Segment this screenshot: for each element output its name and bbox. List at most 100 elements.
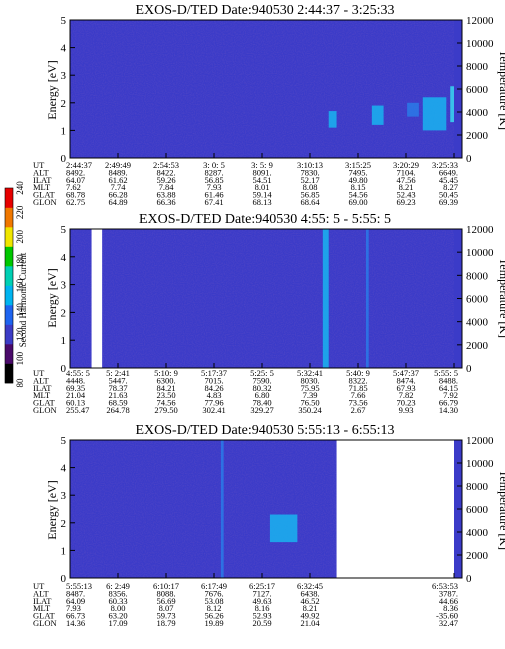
table-cell: 2:49:49 [105,160,131,170]
table-cell: 4.83 [207,390,222,400]
table-cell: 6:17:49 [201,581,227,591]
table-cell: 60.33 [108,596,127,606]
table-cell: 264.78 [106,405,129,415]
table-cell: 46.52 [300,596,319,606]
table-row-label: ALT [33,588,50,598]
panel-1-ylabel: Energy [eV] [45,60,59,119]
panel-1-yticks: 0 1 2 3 4 5 [61,15,75,165]
table-cell: 8.15 [351,182,366,192]
y2-tick-label: 10000 [466,38,494,50]
y2-tick-label: 0 [466,153,472,165]
table-cell: 8.21 [303,603,318,613]
table-row-label: UT [33,581,45,591]
table-cell: 3:25:33 [432,160,458,170]
table-row-label: UT [33,368,45,378]
y2-tick-label: 10000 [466,247,494,259]
panel-2-heatmap [69,228,463,369]
table-cell: 5: 2:41 [106,368,130,378]
table-cell: 8356. [108,588,127,598]
table-cell: 8.21 [399,182,414,192]
table-cell: 7590. [252,375,271,385]
y2-tick-label: 10000 [466,458,494,470]
table-cell: 59.73 [156,611,175,621]
colorbar-tick-label: 140 [15,303,25,317]
y2-tick-label: 8000 [466,481,489,493]
table-cell: 7830. [300,167,319,177]
y2-tick-label: 4000 [466,317,489,329]
table-cell: 350.24 [298,405,322,415]
heatmap-feature [328,111,337,128]
heatmap-feature [422,97,447,131]
table-cell: 21.63 [108,390,127,400]
y-tick-label: 3 [61,70,67,82]
panel-3-ylabel: Energy [eV] [45,480,59,539]
table-cell: 8088. [156,588,175,598]
table-cell: 53.08 [204,596,223,606]
table-cell: 20.59 [252,618,271,628]
table-cell: 5:17:37 [201,368,227,378]
table-cell: 68.13 [252,197,271,207]
table-cell: 78.40 [252,398,271,408]
heatmap-feature [322,229,329,368]
table-cell: 8422. [156,167,175,177]
table-cell: 84.26 [204,383,223,393]
table-cell: 6649. [439,167,458,177]
heatmap-feature [407,102,419,117]
table-cell: 68.59 [108,398,127,408]
colorbar-tick-label: 200 [15,230,25,244]
heatmap-feature [371,105,384,125]
table-cell: 67.41 [204,197,223,207]
heatmap-feature [269,514,298,543]
y2-tick-label: 8000 [466,270,489,282]
table-row-label: UT [33,160,45,170]
table-cell: 49.92 [300,611,319,621]
panel-3-heatmap [69,439,463,579]
table-row-label: ALT [33,167,50,177]
table-cell: 50.45 [439,190,458,200]
y-tick-label: 3 [61,280,67,292]
panel-2-y2ticks: 0 2000 4000 6000 8000 10000 12000 [457,224,494,375]
y-tick-label: 1 [61,335,67,347]
y-tick-label: 4 [61,43,67,55]
panel-1-title: EXOS-D/TED Date:940530 2:44:37 - 3:25:33 [136,3,395,18]
table-cell: 329.27 [250,405,273,415]
table-cell: 8.36 [443,603,458,613]
y2-tick-label: 0 [466,363,472,375]
table-cell: 56.26 [204,611,223,621]
panel-3: EXOS-D/TED Date:940530 5:55:13 - 6:55:13… [33,423,505,628]
table-cell: 8030. [300,375,319,385]
table-row-label: MLT [33,603,51,613]
table-cell: 7.84 [159,182,175,192]
table-row-label: ILAT [33,175,52,185]
table-cell: 52.43 [396,190,415,200]
table-cell: 5:40: 9 [346,368,370,378]
panel-2-y2label: Temperature [K] [497,258,505,338]
table-cell: 2:54:53 [153,160,179,170]
table-cell: 2.67 [351,405,366,415]
table-cell: 56.85 [300,190,319,200]
y2-tick-label: 2000 [466,130,489,142]
y-tick-label: 5 [61,224,67,236]
table-cell: 8.00 [111,603,126,613]
table-cell: 69.23 [396,197,415,207]
table-cell: 60.13 [66,398,85,408]
table-cell: 7.93 [207,182,222,192]
table-cell: 84.21 [156,383,175,393]
y-tick-label: 1 [61,125,67,137]
y2-tick-label: 6000 [466,294,489,306]
table-cell: 3: 5: 9 [251,160,273,170]
table-cell: 7.92 [443,390,458,400]
table-cell: 3787. [439,588,458,598]
y-tick-label: 4 [61,463,67,475]
table-cell: 71.85 [348,383,367,393]
table-cell: 255.47 [66,405,89,415]
colorbar-tick-label: 120 [15,327,25,341]
y-tick-label: 3 [61,490,67,502]
table-cell: 8489. [108,167,127,177]
colorbar: 80 100 120 140 160 180 200 220 240 Second Harmon… [4,181,28,388]
table-row-label: GLAT [33,611,56,621]
table-cell: 9.93 [399,405,414,415]
panel-3-y2label: Temperature [K] [497,470,505,550]
table-cell: 66.28 [108,190,127,200]
y2-tick-label: 8000 [466,61,489,73]
